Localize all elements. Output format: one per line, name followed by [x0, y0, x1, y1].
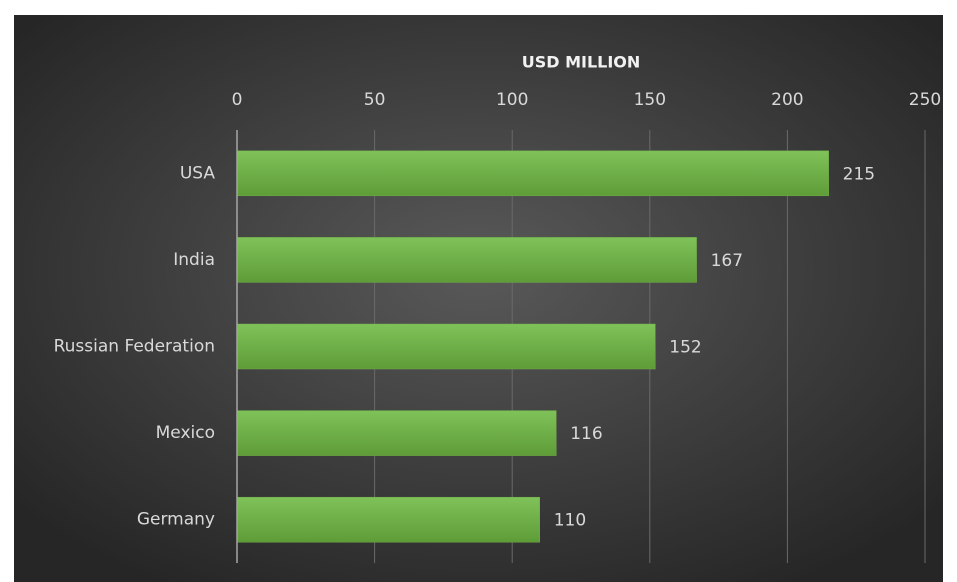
bar — [236, 496, 540, 543]
x-tick-label: 250 — [909, 90, 941, 110]
chart-background — [14, 15, 943, 582]
x-tick-label: 100 — [496, 90, 528, 110]
y-tick-label: Germany — [137, 510, 215, 530]
data-label: 116 — [570, 424, 602, 444]
y-tick-label: Russian Federation — [54, 337, 215, 357]
y-tick-label: USA — [180, 163, 216, 183]
data-label: 215 — [843, 164, 875, 184]
data-label: 152 — [669, 338, 701, 358]
y-tick-label: India — [173, 250, 215, 270]
data-label: 110 — [554, 511, 586, 531]
axis-title: USD MILLION — [522, 53, 641, 72]
bar — [236, 323, 656, 370]
y-tick-label: Mexico — [156, 423, 215, 443]
data-label: 167 — [711, 251, 743, 271]
x-tick-label: 50 — [364, 90, 386, 110]
bar — [236, 150, 829, 197]
bar — [236, 410, 557, 456]
x-tick-label: 200 — [771, 90, 803, 110]
x-tick-label: 0 — [232, 90, 243, 110]
x-tick-label: 150 — [634, 90, 666, 110]
bar — [236, 237, 697, 283]
